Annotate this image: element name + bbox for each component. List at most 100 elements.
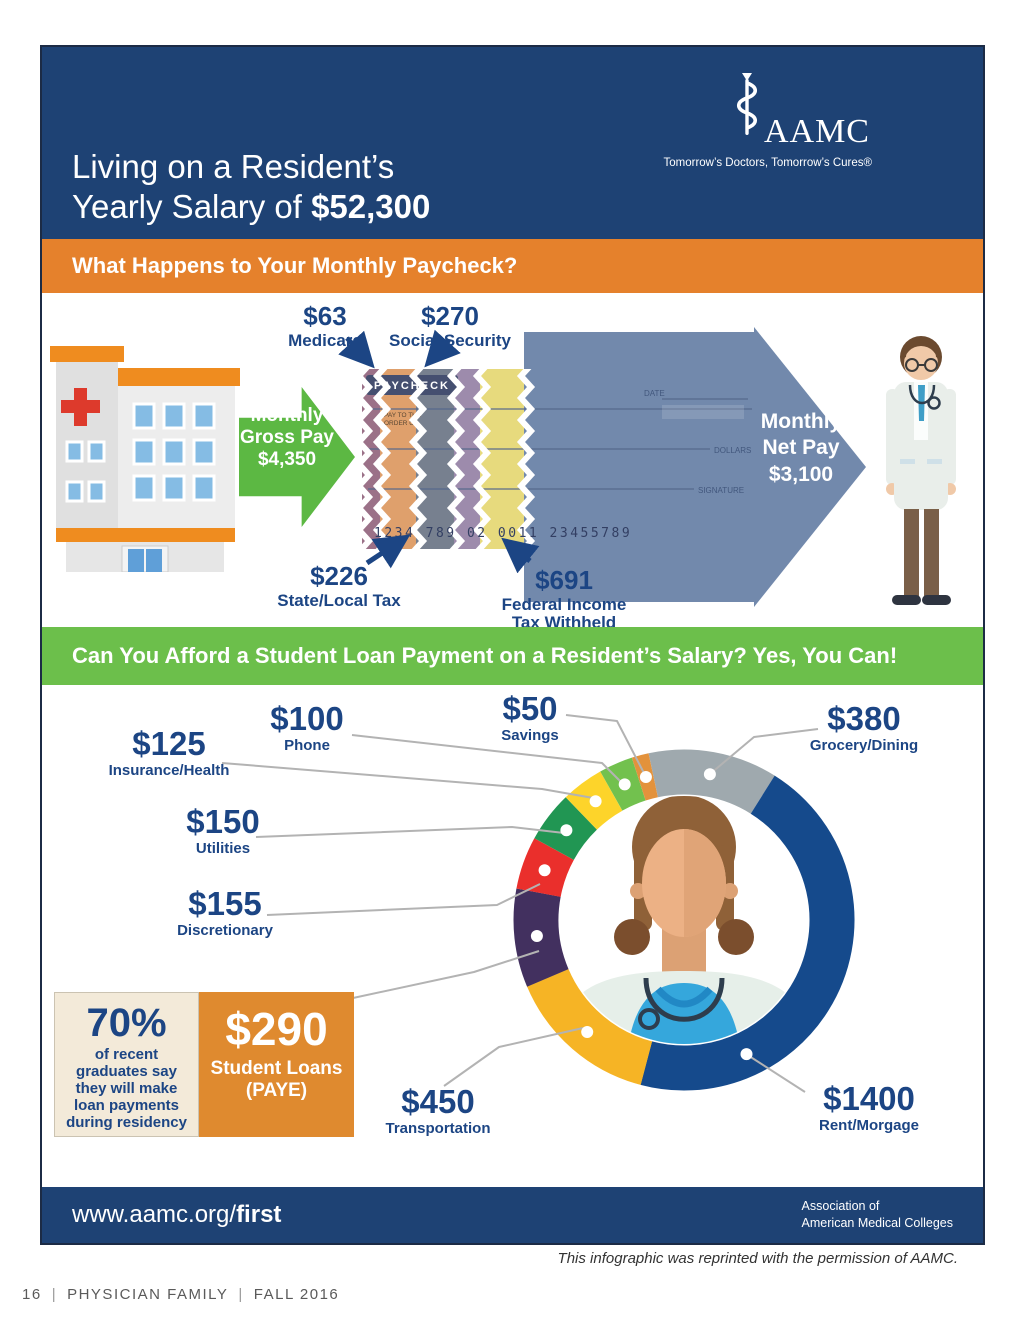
gross-line2: Gross Pay [240,427,334,449]
donut-arcs [513,749,855,1091]
net-line2: Net Pay [762,436,840,460]
net-pay-arrow-text: Monthly Net Pay $3,100 [747,409,855,488]
medicare-value: $63 [303,301,347,331]
donut-dot [618,778,631,791]
hospital-icon [50,346,240,572]
net-line3: $3,100 [768,462,834,486]
label-utilities: $150 Utilities [186,803,260,857]
leader-savings [565,714,647,778]
label-transportation: $450 Transportation [385,1083,491,1137]
label-savings: $50 Savings [501,690,559,744]
aamc-logo: AAMC Tomorrow’s Doctors, Tomorrow’s Cure… [627,69,872,189]
donut-segment [513,749,855,1091]
infographic: Living on a Resident’s Yearly Salary of … [40,45,985,1245]
donut-dot [740,1048,753,1061]
label-grocery-dining: $380 Grocery/Dining [809,700,919,754]
stat-percent: 70% [86,1001,167,1045]
page-number: 16 [22,1286,42,1303]
donut-dot [703,768,716,781]
title-line2: Yearly Salary of $52,300 [72,187,430,227]
check-tear-lines [362,369,536,549]
deduction-social-security: $270 Social Security [370,301,530,351]
issue-name: FALL 2016 [253,1286,340,1303]
gross-pay-arrow-text: Monthly Gross Pay $4,350 [239,405,335,471]
credit-line: This infographic was reprinted with the … [557,1250,958,1267]
url-bold: first [236,1201,282,1228]
label-discretionary: $155 Discretionary [177,885,273,939]
page-title: Living on a Resident’s Yearly Salary of … [72,147,430,228]
check-payto-line2: ORDER OF [384,420,418,427]
page-footer: 16 | PHYSICIAN FAMILY | FALL 2016 [22,1286,340,1303]
stat-70-percent-panel: 70% of recent graduates say they will ma… [54,992,199,1137]
budget-donut-chart [221,714,855,1093]
social-security-label: Social Security [389,331,511,351]
staff-of-asclepius-icon [737,73,757,135]
check-micr-digits: 1234 789 02 0011 23455789 [374,526,632,541]
deduction-state-local-tax: $226 State/Local Tax [259,561,419,611]
donut-segment [513,749,855,1091]
donut-dot [538,864,551,877]
title-line1: Living on a Resident’s [72,148,395,185]
leader-discretionary [266,883,541,916]
check-date-label: DATE [644,389,665,398]
check-payto-line1: PAY TO THE [384,412,422,419]
paycheck-image: DATE DOLLARS SIGNATURE PAY TO THE ORDER … [362,369,760,549]
social-security-value: $270 [421,301,479,331]
gross-line1: Monthly [250,405,324,426]
section-heading-loan-text: Can You Afford a Student Loan Payment on… [72,643,898,668]
title-salary: $52,300 [311,188,431,226]
student-loan-stat-box: 70% of recent graduates say they will ma… [54,992,354,1137]
student-loan-label: Student Loans (PAYE) [210,1058,343,1102]
donut-segment [513,749,855,1091]
donut-segment [513,749,855,1091]
header: Living on a Resident’s Yearly Salary of … [42,47,983,239]
leader-lines [221,714,819,1093]
section-heading-paycheck-text: What Happens to Your Monthly Paycheck? [72,253,518,278]
donut-dot [639,771,652,783]
leader-phone [351,734,625,786]
male-doctor-icon [886,336,956,605]
label-phone: $100 Phone [270,700,344,754]
state-local-tax-value: $226 [310,561,368,591]
donut-dot [589,795,602,808]
org-name: Association of American Medical Colleges [801,1199,953,1230]
paycheck-section: Monthly Gross Pay $4,350 DATE [42,293,983,631]
leader-utilities [255,826,565,838]
label-insurance-health: $125 Insurance/Health [108,725,230,779]
donut-dots [530,768,753,1061]
state-local-tax-label: State/Local Tax [277,591,401,611]
footer-bar: www.aamc.org/first Association of Americ… [42,1187,983,1243]
gross-line3: $4,350 [257,449,317,471]
federal-tax-value: $691 [535,565,593,595]
stat-text: of recent graduates say they will make l… [66,1046,187,1132]
donut-dot [560,824,573,837]
leader-grocery [709,728,819,775]
donut-segment [513,749,855,1091]
female-doctor-avatar [560,796,808,1044]
label-rent-morgage: $1400 Rent/Morgage [818,1080,919,1134]
budget-section: $380 Grocery/Dining $50 Savings $100 Pho… [42,685,983,1187]
check-signature-label: SIGNATURE [698,486,744,495]
check-title: PAYCHECK [374,380,450,392]
leader-student-loans [352,950,540,999]
title-line2-prefix: Yearly Salary of [72,188,312,226]
logo-wordmark: AAMC [763,113,870,150]
net-line1: Monthly [760,410,842,433]
logo-tagline: Tomorrow’s Doctors, Tomorrow’s Cures® [663,157,873,169]
leader-rent [745,1053,806,1093]
donut-dot [581,1026,594,1038]
section-heading-paycheck: What Happens to Your Monthly Paycheck? [42,239,983,293]
url-prefix: www.aamc.org/ [72,1201,237,1228]
deduction-federal-income-tax: $691 Federal Income Tax Withheld [484,565,644,632]
magazine-name: PHYSICIAN FAMILY [67,1286,229,1303]
leader-insurance [221,762,600,800]
student-loan-amount-panel: $290 Student Loans (PAYE) [199,992,354,1137]
leader-transportation [443,1027,584,1087]
donut-segment [513,749,855,1091]
check-dollars-label: DOLLARS [714,446,751,455]
aamc-url-link[interactable]: www.aamc.org/first [72,1201,281,1229]
donut-segment [513,749,855,1091]
student-loan-value: $290 [225,1003,328,1055]
donut-dot [530,930,543,942]
